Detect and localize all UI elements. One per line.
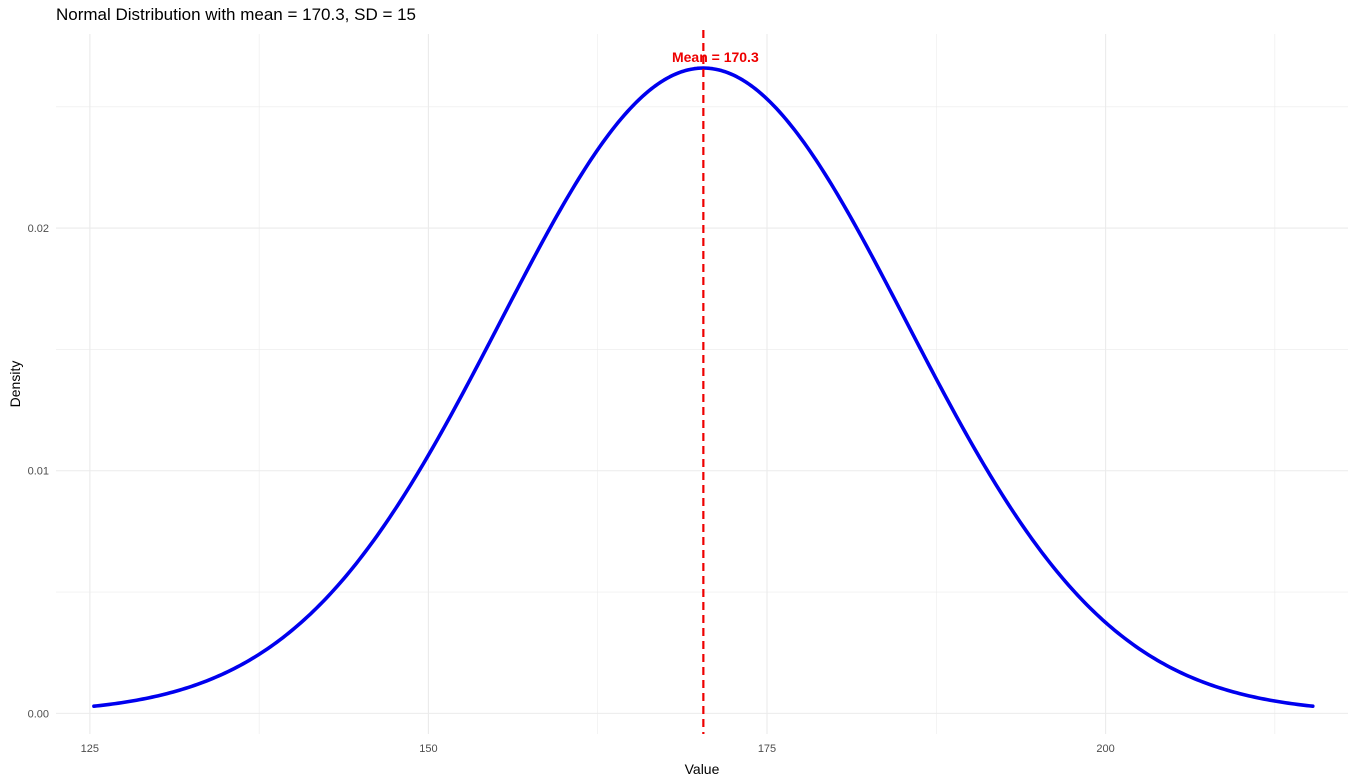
tick-labels: 125 150 175 200 0.00 0.01 0.02 (28, 223, 1115, 755)
x-tick-label: 125 (81, 743, 99, 755)
chart-title: Normal Distribution with mean = 170.3, S… (56, 5, 417, 24)
y-tick-label: 0.00 (28, 708, 49, 720)
y-axis-title: Density (7, 361, 23, 408)
mean-label: Mean = 170.3 (672, 49, 759, 65)
density-curve-layer (92, 66, 1315, 709)
y-tick-label: 0.01 (28, 466, 49, 478)
axis-titles: Value Density (7, 361, 720, 777)
grid-lines (56, 34, 1348, 734)
x-tick-label: 175 (758, 743, 776, 755)
density-curve-line (92, 66, 1315, 709)
x-tick-label: 200 (1096, 743, 1114, 755)
y-tick-label: 0.02 (28, 223, 49, 235)
x-axis-title: Value (685, 761, 720, 777)
x-tick-label: 150 (419, 743, 437, 755)
annotation-layer: Mean = 170.3 (672, 30, 759, 734)
